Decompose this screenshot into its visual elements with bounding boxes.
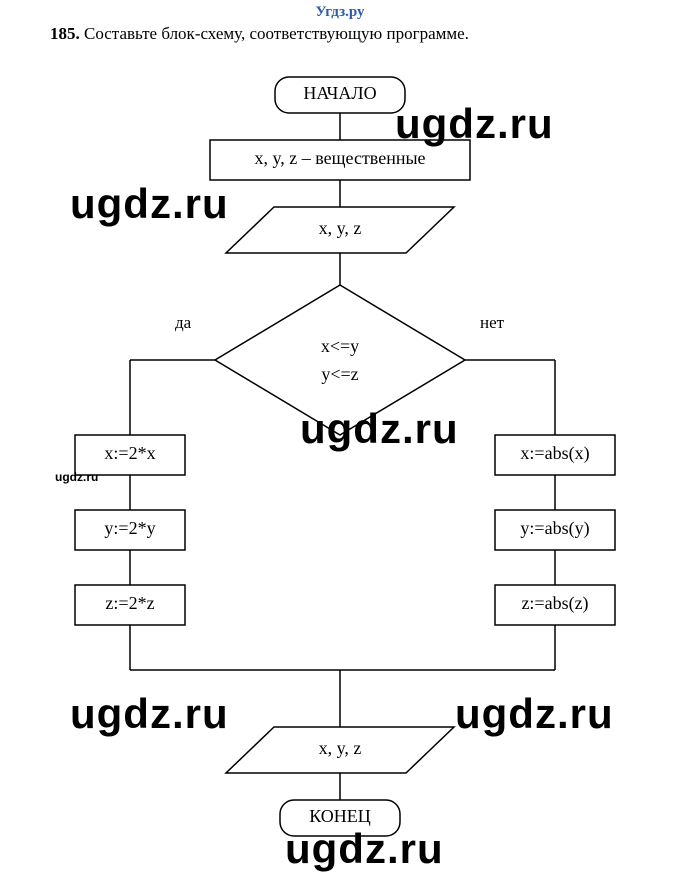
svg-text:x, y, z: x, y, z bbox=[319, 218, 362, 238]
svg-text:x:=2*x: x:=2*x bbox=[104, 443, 155, 463]
svg-text:x<=y: x<=y bbox=[321, 336, 359, 356]
svg-text:y:=2*y: y:=2*y bbox=[104, 518, 155, 538]
svg-text:да: да bbox=[175, 313, 192, 332]
svg-text:x, y, z – вещественные: x, y, z – вещественные bbox=[254, 148, 425, 168]
svg-text:y<=z: y<=z bbox=[321, 364, 358, 384]
site-header: Угдз.ру bbox=[0, 4, 680, 21]
svg-text:y:=abs(y): y:=abs(y) bbox=[520, 518, 589, 539]
task-number: 185. bbox=[50, 24, 80, 43]
svg-text:x, y, z: x, y, z bbox=[319, 738, 362, 758]
svg-text:z:=2*z: z:=2*z bbox=[105, 593, 154, 613]
task-line: 185. Составьте блок-схему, соответствующ… bbox=[50, 24, 469, 44]
flowchart-canvas: НАЧАЛО x, y, z – вещественные x, y, z x<=y y… bbox=[0, 60, 680, 860]
task-text: Составьте блок-схему, соответствующую пр… bbox=[84, 24, 469, 43]
svg-text:z:=abs(z): z:=abs(z) bbox=[521, 593, 588, 614]
svg-text:нет: нет bbox=[480, 313, 505, 332]
svg-text:НАЧАЛО: НАЧАЛО bbox=[303, 83, 376, 103]
svg-text:x:=abs(x): x:=abs(x) bbox=[520, 443, 589, 464]
svg-text:КОНЕЦ: КОНЕЦ bbox=[309, 806, 371, 826]
